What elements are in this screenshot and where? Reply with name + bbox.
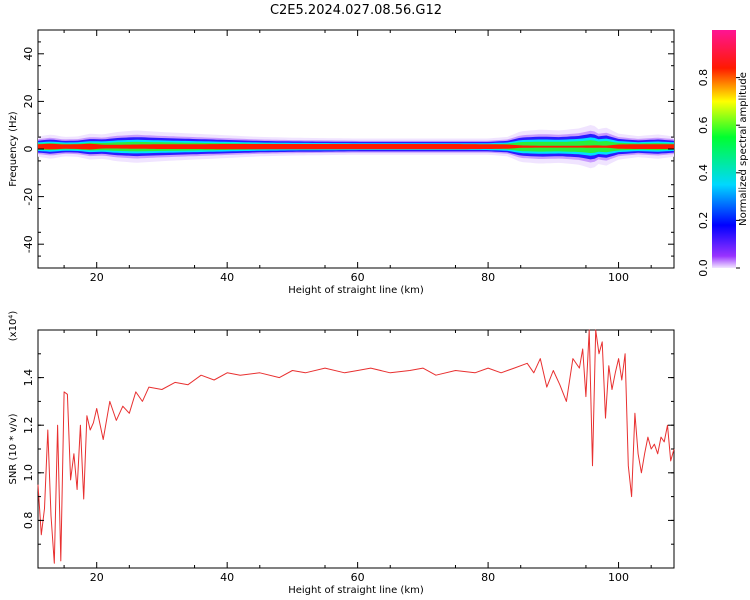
snr-y-ticks: 0.8 1.0 1.2 1.4	[22, 353, 674, 545]
spectrogram-y-tick-label: 40	[22, 47, 35, 61]
spectrogram-x-ticks: 20 40 60 80 100	[63, 30, 652, 284]
spectrogram-x-axis-label: Height of straight line (km)	[288, 285, 424, 296]
colorbar-tick-label: 0.4	[697, 164, 710, 182]
snr-y-axis-label: SNR (10 * v/v)	[8, 413, 19, 484]
snr-series-line	[37, 329, 675, 564]
spectrogram-y-axis-label: Frequency (Hz)	[8, 111, 19, 187]
colorbar-tick-label: 0.6	[697, 116, 710, 134]
spectrogram-x-tick-label: 40	[220, 271, 234, 284]
spectrogram-x-tick-label: 20	[90, 271, 104, 284]
spectrum-core-band	[38, 143, 674, 150]
snr-x-tick-label: 20	[90, 571, 104, 584]
colorbar-gradient	[712, 30, 736, 268]
spectrogram-plot-area	[38, 125, 674, 169]
snr-x-tick-label: 40	[220, 571, 234, 584]
colorbar-tick-label: 0.2	[697, 212, 710, 230]
spectrogram-x-tick-label: 60	[351, 271, 365, 284]
snr-y-tick-label: 1.0	[22, 464, 35, 482]
spectrogram-y-tick-label: -40	[22, 235, 35, 253]
snr-x-ticks: 20 40 60 80 100	[63, 330, 652, 584]
snr-y-tick-label: 0.8	[22, 512, 35, 530]
spectrogram-y-tick-label: 0	[22, 146, 35, 153]
snr-y-tick-label: 1.2	[22, 416, 35, 434]
colorbar-label: Normalized spectral amplitude	[738, 72, 749, 226]
colorbar-ticks: 0.0 0.2 0.4 0.6 0.8	[697, 69, 740, 277]
spectrogram-x-tick-label: 100	[608, 271, 629, 284]
snr-x-tick-label: 80	[481, 571, 495, 584]
snr-x-tick-label: 60	[351, 571, 365, 584]
chart-title: C2E5.2024.027.08.56.G12	[270, 3, 442, 18]
colorbar: 0.0 0.2 0.4 0.6 0.8 Normalized spectral ampl…	[697, 30, 749, 277]
snr-y-tick-label: 1.4	[22, 369, 35, 387]
spectrogram-y-tick-label: -20	[22, 188, 35, 206]
spectrogram-y-tick-label: 20	[22, 94, 35, 108]
snr-x-tick-label: 100	[608, 571, 629, 584]
snr-y-multiplier-label: (x10⁴)	[8, 311, 19, 342]
snr-x-axis-label: Height of straight line (km)	[288, 585, 424, 596]
snr-frame	[37, 329, 675, 569]
colorbar-tick-label: 0.8	[697, 69, 710, 87]
spectrogram-y-ticks: 40 20 0 -20 -40	[22, 41, 674, 257]
spectrogram-panel: 20 40 60 80 100 40 20 0 -20 -40 Height of straig…	[8, 29, 675, 296]
snr-panel: 20 40 60 80 100 0.8 1.0 1.2 1.4 Height of strai…	[8, 311, 675, 596]
snr-plot-area	[37, 329, 675, 564]
colorbar-tick-label: 0.0	[697, 259, 710, 277]
spectrogram-x-tick-label: 80	[481, 271, 495, 284]
